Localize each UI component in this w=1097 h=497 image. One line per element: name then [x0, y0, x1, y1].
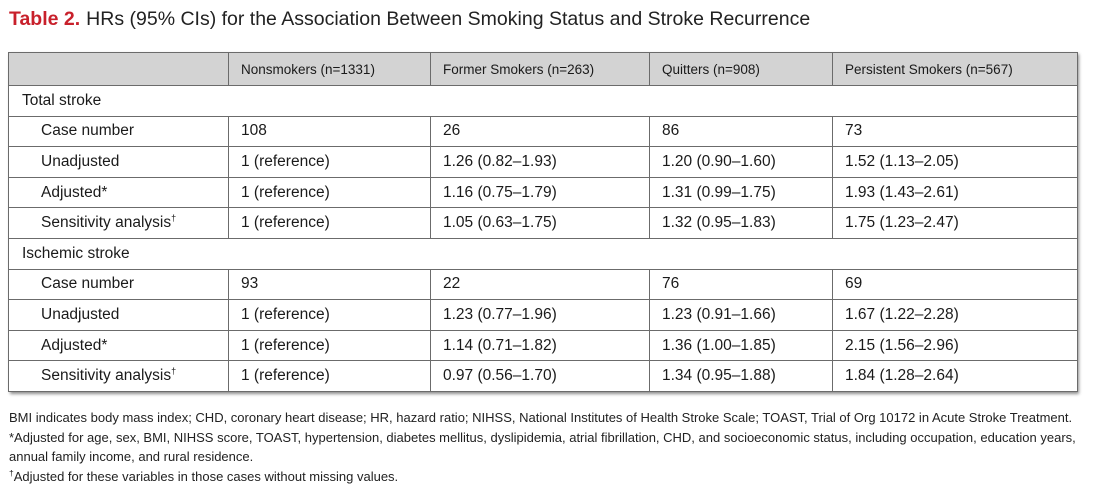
value-cell-persistent-smokers: 1.93 (1.43–2.61)	[832, 176, 1078, 209]
footnote-adjusted: *Adjusted for age, sex, BMI, NIHSS score…	[9, 429, 1076, 465]
row-label-cell: Case number	[8, 268, 229, 301]
dagger-mark: †	[9, 467, 14, 478]
value-cell-nonsmokers: 108	[228, 115, 431, 148]
group-row: Total stroke	[8, 85, 1078, 117]
row-label: Sensitivity analysis	[41, 214, 172, 232]
header-cell-nonsmokers: Nonsmokers (n=1331)	[228, 52, 431, 86]
group-label: Ischemic stroke	[8, 237, 1078, 270]
value-cell-former-smokers: 26	[430, 115, 650, 148]
row-label-cell: Unadjusted	[8, 299, 229, 331]
value-cell-persistent-smokers: 69	[832, 268, 1078, 301]
value-cell-former-smokers: 1.26 (0.82–1.93)	[430, 146, 650, 178]
value-cell-persistent-smokers: 1.67 (1.22–2.28)	[832, 299, 1078, 331]
value-cell-persistent-smokers: 1.52 (1.13–2.05)	[832, 146, 1078, 178]
value-cell-quitters: 1.31 (0.99–1.75)	[649, 176, 833, 209]
header-cell-blank	[8, 52, 229, 86]
value-cell-persistent-smokers: 73	[832, 115, 1078, 148]
table-caption: HRs (95% CIs) for the Association Betwee…	[86, 8, 811, 30]
value-cell-quitters: 1.34 (0.95–1.88)	[649, 360, 833, 392]
value-cell-quitters: 86	[649, 115, 833, 148]
footnote-abbreviations: BMI indicates body mass index; CHD, coro…	[9, 410, 1073, 425]
footnote-sensitivity: †Adjusted for these variables in those c…	[9, 467, 1094, 487]
row-label-cell: Unadjusted	[8, 146, 229, 178]
table-body: Total stroke Case number 108 26 86 73 Unadjust…	[8, 85, 1078, 392]
value-cell-persistent-smokers: 2.15 (1.56–2.96)	[832, 329, 1078, 362]
value-cell-former-smokers: 0.97 (0.56–1.70)	[430, 360, 650, 392]
value-cell-quitters: 1.20 (0.90–1.60)	[649, 146, 833, 178]
row-label: Unadjusted	[41, 305, 120, 323]
value-cell-former-smokers: 1.16 (0.75–1.79)	[430, 176, 650, 209]
row-label-cell: Case number	[8, 115, 229, 148]
value-cell-nonsmokers: 1 (reference)	[228, 360, 431, 392]
row-label-cell: Sensitivity analysis†	[8, 360, 229, 392]
value-cell-former-smokers: 22	[430, 268, 650, 301]
value-cell-quitters: 76	[649, 268, 833, 301]
header-cell-quitters: Quitters (n=908)	[649, 52, 833, 86]
row-label: Unadjusted	[41, 152, 120, 170]
value-cell-nonsmokers: 1 (reference)	[228, 146, 431, 178]
value-cell-former-smokers: 1.14 (0.71–1.82)	[430, 329, 650, 362]
row-label: Adjusted*	[41, 336, 108, 354]
table-row: Sensitivity analysis† 1 (reference) 1.05 (…	[8, 207, 1078, 239]
table-row: Unadjusted 1 (reference) 1.23 (0.77–1.96) 1…	[8, 299, 1078, 331]
value-cell-former-smokers: 1.23 (0.77–1.96)	[430, 299, 650, 331]
results-table-container: Nonsmokers (n=1331) Former Smokers (n=26…	[8, 52, 1078, 392]
row-label: Sensitivity analysis	[41, 367, 172, 385]
value-cell-nonsmokers: 1 (reference)	[228, 176, 431, 209]
dagger-mark: †	[171, 213, 177, 224]
dagger-mark: †	[171, 366, 177, 377]
row-label-cell: Adjusted*	[8, 176, 229, 209]
row-label: Case number	[41, 122, 135, 140]
value-cell-nonsmokers: 1 (reference)	[228, 329, 431, 362]
results-table: Nonsmokers (n=1331) Former Smokers (n=26…	[8, 52, 1078, 392]
table-row: Unadjusted 1 (reference) 1.26 (0.82–1.93) 1…	[8, 146, 1078, 178]
group-row: Ischemic stroke	[8, 237, 1078, 270]
footnote-sensitivity-text: Adjusted for these variables in those ca…	[13, 468, 399, 484]
row-label-cell: Adjusted*	[8, 329, 229, 362]
value-cell-nonsmokers: 93	[228, 268, 431, 301]
table-row: Case number 93 22 76 69	[8, 268, 1078, 301]
header-cell-persistent-smokers: Persistent Smokers (n=567)	[832, 52, 1078, 86]
table-number: Table 2.	[9, 8, 81, 30]
table-row: Adjusted* 1 (reference) 1.16 (0.75–1.79) 1.…	[8, 176, 1078, 209]
table-row: Case number 108 26 86 73	[8, 115, 1078, 148]
header-row: Nonsmokers (n=1331) Former Smokers (n=26…	[8, 52, 1078, 86]
header-cell-former-smokers: Former Smokers (n=263)	[430, 52, 650, 86]
row-label: Adjusted*	[41, 183, 108, 201]
value-cell-former-smokers: 1.05 (0.63–1.75)	[430, 207, 650, 239]
table-footnotes: BMI indicates body mass index; CHD, coro…	[9, 408, 1094, 486]
value-cell-quitters: 1.36 (1.00–1.85)	[649, 329, 833, 362]
row-label-cell: Sensitivity analysis†	[8, 207, 229, 239]
row-label: Case number	[41, 275, 135, 293]
value-cell-persistent-smokers: 1.84 (1.28–2.64)	[832, 360, 1078, 392]
table-row: Adjusted* 1 (reference) 1.14 (0.71–1.82) 1.…	[8, 329, 1078, 362]
table-row: Sensitivity analysis† 1 (reference) 0.97 (…	[8, 360, 1078, 392]
group-label: Total stroke	[8, 85, 1078, 117]
value-cell-quitters: 1.23 (0.91–1.66)	[649, 299, 833, 331]
value-cell-nonsmokers: 1 (reference)	[228, 299, 431, 331]
table-title: Table 2. HRs (95% CIs) for the Associatio…	[9, 6, 810, 32]
value-cell-persistent-smokers: 1.75 (1.23–2.47)	[832, 207, 1078, 239]
value-cell-nonsmokers: 1 (reference)	[228, 207, 431, 239]
value-cell-quitters: 1.32 (0.95–1.83)	[649, 207, 833, 239]
